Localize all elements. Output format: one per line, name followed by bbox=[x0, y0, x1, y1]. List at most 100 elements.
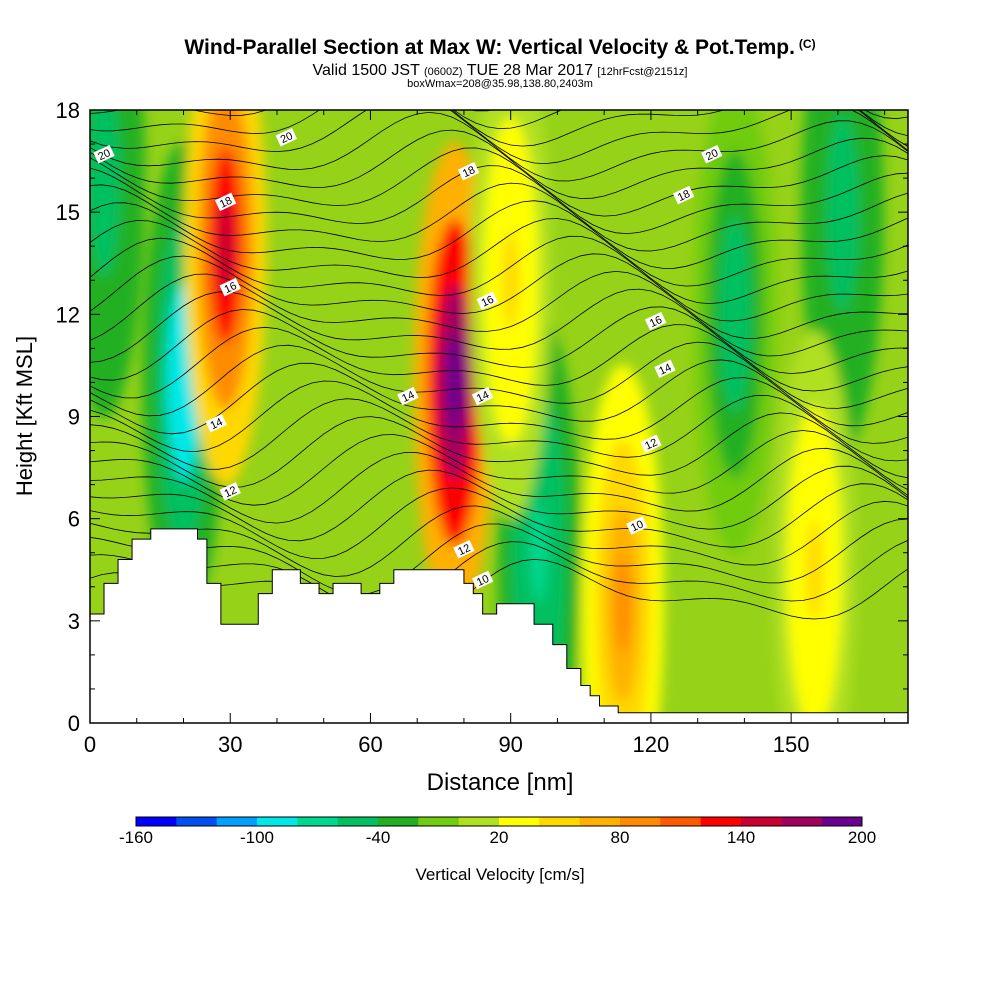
velocity-cell bbox=[806, 520, 823, 619]
contour-label-text: 20 bbox=[704, 147, 720, 163]
velocity-cell bbox=[530, 503, 548, 602]
colorbar-swatch bbox=[136, 817, 177, 826]
contour-label: 18 bbox=[457, 162, 480, 181]
contour-label-text: 12 bbox=[643, 437, 659, 453]
contour-label: 16 bbox=[476, 291, 498, 310]
contour-label: 14 bbox=[205, 414, 227, 433]
colorbar-tick-label: -40 bbox=[366, 828, 391, 847]
contour-label: 12 bbox=[453, 540, 475, 559]
colorbar-swatch bbox=[176, 817, 218, 826]
x-tick-label: 90 bbox=[498, 732, 522, 757]
colorbar-tick-label: 20 bbox=[490, 828, 509, 847]
velocity-cell bbox=[726, 265, 744, 364]
colorbar-swatch bbox=[620, 817, 661, 826]
colorbar-swatch bbox=[660, 817, 702, 826]
x-tick-label: 60 bbox=[358, 732, 382, 757]
velocity-cell bbox=[614, 554, 632, 653]
isentrope-line bbox=[90, 253, 908, 322]
colorbar-swatch bbox=[499, 817, 540, 826]
y-tick-label: 15 bbox=[56, 200, 80, 225]
isentrope-line bbox=[90, 110, 908, 137]
isentrope-line bbox=[90, 324, 908, 399]
contour-label: 12 bbox=[219, 482, 241, 501]
contour-label: 16 bbox=[644, 311, 667, 331]
colorbar-tick-label: -160 bbox=[119, 828, 153, 847]
colorbar-tick-label: 200 bbox=[848, 828, 876, 847]
box-info: boxWmax=208@35.98,138.80,2403m bbox=[407, 78, 593, 90]
velocity-cell bbox=[446, 333, 463, 432]
isentrope-line bbox=[90, 111, 908, 182]
contour-label-text: 20 bbox=[279, 130, 295, 146]
contour-label-text: 14 bbox=[209, 416, 225, 432]
colorbar-swatch bbox=[216, 817, 258, 826]
x-tick-label: 120 bbox=[633, 732, 670, 757]
contour-label: 18 bbox=[214, 192, 237, 212]
copyright-mark: (C) bbox=[798, 37, 816, 51]
contour-label: 20 bbox=[93, 145, 115, 164]
contour-label: 10 bbox=[471, 570, 494, 590]
y-tick-label: 12 bbox=[56, 302, 80, 327]
colorbar-swatch bbox=[579, 817, 621, 826]
contour-label: 10 bbox=[626, 516, 648, 535]
isentrope-line bbox=[90, 447, 908, 524]
isentrope-line bbox=[90, 235, 908, 305]
colorbar-swatch bbox=[741, 817, 782, 826]
y-axis: 0 3 6 9 12 15 18 bbox=[56, 98, 908, 736]
colorbar-swatch bbox=[700, 817, 742, 826]
colorbar-swatch bbox=[297, 817, 339, 826]
contour-label: 12 bbox=[640, 434, 662, 453]
valid-time: Valid 1500 JST bbox=[312, 62, 420, 79]
isentrope-line bbox=[90, 518, 908, 595]
isentrope-line bbox=[90, 377, 908, 453]
velocity-cell bbox=[834, 163, 851, 262]
isentrope-line bbox=[90, 539, 908, 613]
contour-label: 14 bbox=[397, 386, 419, 406]
x-tick-label: 150 bbox=[773, 732, 810, 757]
contour-label-text: 12 bbox=[456, 542, 472, 558]
colorbar-tick-label: 140 bbox=[727, 828, 755, 847]
colorbar-swatch bbox=[781, 817, 823, 826]
isentrope-line bbox=[90, 359, 908, 435]
isentrope-line bbox=[468, 110, 908, 120]
valid-date: TUE 28 Mar 2017 bbox=[466, 62, 593, 79]
isentrope-line bbox=[90, 218, 908, 287]
colorbar-swatch bbox=[337, 817, 379, 826]
chart-title-text: Wind-Parallel Section at Max W: Vertical… bbox=[184, 36, 795, 59]
velocity-cell bbox=[217, 197, 234, 296]
isentrope-line bbox=[90, 558, 908, 631]
colorbar-swatch bbox=[257, 817, 298, 826]
contour-label-text: 20 bbox=[96, 147, 112, 163]
y-tick-label: 3 bbox=[68, 609, 80, 634]
y-tick-label: 9 bbox=[68, 405, 80, 430]
contour-label-text: 14 bbox=[657, 362, 673, 378]
colorbar-tick-label: -100 bbox=[240, 828, 274, 847]
colorbar-swatch bbox=[821, 817, 863, 826]
contour-label-text: 18 bbox=[461, 164, 477, 180]
contour-label-text: 16 bbox=[223, 280, 239, 296]
contour-label: 20 bbox=[275, 127, 297, 147]
x-axis-label: Distance [nm] bbox=[427, 769, 574, 796]
chart-subtitle: Valid 1500 JST (0600Z) TUE 28 Mar 2017 [… bbox=[0, 62, 1000, 80]
velocity-cell bbox=[175, 333, 192, 432]
x-tick-label: 0 bbox=[84, 732, 96, 757]
velocity-cell bbox=[502, 231, 520, 330]
colorbar: -160 -100 -40 20 80 140 200 bbox=[119, 816, 876, 847]
contour-label-text: 16 bbox=[480, 294, 496, 310]
colorbar-swatch bbox=[418, 817, 460, 826]
contour-label: 14 bbox=[654, 359, 676, 379]
colorbar-frame bbox=[135, 816, 863, 827]
contour-label: 14 bbox=[471, 386, 494, 406]
colorbar-swatch bbox=[378, 817, 419, 826]
contour-label: 18 bbox=[672, 185, 695, 205]
contour-label: 16 bbox=[219, 277, 241, 297]
y-axis-label: Height [Kft MSL] bbox=[12, 336, 37, 496]
contour-label-text: 18 bbox=[218, 195, 234, 211]
contour-label-text: 14 bbox=[400, 389, 416, 405]
colorbar-tick-label: 80 bbox=[611, 828, 630, 847]
chart-title: Wind-Parallel Section at Max W: Vertical… bbox=[0, 36, 1000, 60]
isentrope-line bbox=[90, 306, 908, 381]
forecast-info: [12hrFcst@2151z] bbox=[597, 66, 688, 78]
isentrope-line bbox=[90, 394, 908, 470]
isentrope-line bbox=[90, 182, 908, 252]
